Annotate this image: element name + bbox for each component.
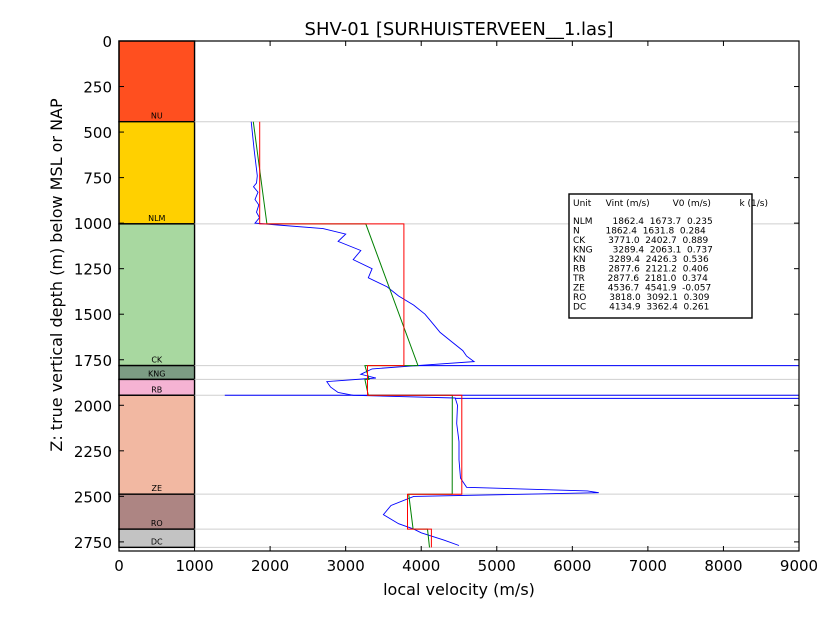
x-tick-label: 4000 xyxy=(402,557,440,575)
y-tick-label: 2000 xyxy=(74,397,112,415)
x-tick-label: 7000 xyxy=(629,557,667,575)
legend-row: KNG 3289.4 2063.1 0.737 xyxy=(573,246,713,256)
x-tick-label: 6000 xyxy=(553,557,591,575)
x-tick-label: 3000 xyxy=(327,557,365,575)
x-tick-label: 1000 xyxy=(175,557,213,575)
x-tick-label: 9000 xyxy=(780,557,818,575)
plot-frame xyxy=(118,40,800,552)
y-tick-label: 500 xyxy=(83,124,112,142)
stratigraphic-column: NU NLM CK KNG RB ZE RO DC xyxy=(118,40,196,549)
y-tick-label: 1250 xyxy=(74,261,112,279)
legend-row: RO 3818.0 3092.1 0.309 xyxy=(573,293,710,303)
legend-row: KN 3289.4 2426.3 0.536 xyxy=(573,255,709,265)
y-tick-label: 2250 xyxy=(74,443,112,461)
series-interval-velocity xyxy=(259,121,463,548)
series-sonic-log xyxy=(250,121,599,546)
legend-row: RB 2877.6 2121.2 0.406 xyxy=(573,265,709,275)
x-axis-label: local velocity (m/s) xyxy=(383,580,535,599)
legend-row: N 1862.4 1631.8 0.284 xyxy=(573,227,706,237)
legend-row: NLM 1862.4 1673.7 0.235 xyxy=(573,217,713,227)
legend-frame xyxy=(568,193,753,319)
x-tick-label: 0 xyxy=(114,557,124,575)
strat-unit-nu xyxy=(118,40,196,123)
strat-label-nu: NU xyxy=(151,112,163,121)
y-tick-label: 750 xyxy=(83,170,112,188)
y-tick-label: 0 xyxy=(102,33,112,51)
strat-label-dc: DC xyxy=(151,537,163,546)
chart-title: SHV-01 [SURHUISTERVEEN__1.las] xyxy=(305,19,614,40)
y-tick-label: 1500 xyxy=(74,306,112,324)
strat-label-ro: RO xyxy=(151,519,163,528)
y-tick-label: 1000 xyxy=(74,215,112,233)
strat-unit-nlm xyxy=(118,120,196,225)
y-tick-label: 2500 xyxy=(74,488,112,506)
strat-label-ze: ZE xyxy=(152,484,163,493)
velocity-series xyxy=(224,121,799,548)
strat-unit-ck xyxy=(118,223,196,367)
x-tick-label: 5000 xyxy=(478,557,516,575)
legend-row: TR 2877.6 2181.0 0.374 xyxy=(572,274,708,284)
strat-label-nlm: NLM xyxy=(148,214,165,223)
strat-label-ck: CK xyxy=(151,356,163,365)
legend-box: Unit Vint (m/s) V0 (m/s) k (1/s) NLM 186… xyxy=(568,193,768,319)
x-tick-label: 2000 xyxy=(251,557,289,575)
legend-row: CK 3771.0 2402.7 0.889 xyxy=(573,236,709,246)
x-tick-label: 8000 xyxy=(704,557,742,575)
y-tick-label: 1750 xyxy=(74,352,112,370)
legend-row: ZE 4536.7 4541.9 -0.057 xyxy=(573,284,711,294)
strat-label-kng: KNG xyxy=(148,369,165,378)
series-v0-k-model xyxy=(252,121,453,548)
y-tick-label: 2750 xyxy=(74,534,112,552)
y-tick-label: 250 xyxy=(83,79,112,97)
unit-boundary-lines xyxy=(194,121,799,548)
y-axis-ticks: 0 250 500 750 1000 1250 1500 1750 2000 2250 2500 27… xyxy=(74,33,799,552)
y-axis-label: Z: true vertical depth (m) below MSL or … xyxy=(47,98,66,452)
strat-unit-ze xyxy=(118,394,196,495)
strat-label-rb: RB xyxy=(151,385,162,394)
x-axis-ticks: 0 1000 2000 3000 4000 5000 6000 7000 8000 9000 xyxy=(114,41,818,575)
legend-header: Unit Vint (m/s) V0 (m/s) k (1/s) xyxy=(573,199,768,209)
legend-row: DC 4134.9 3362.4 0.261 xyxy=(573,303,709,313)
